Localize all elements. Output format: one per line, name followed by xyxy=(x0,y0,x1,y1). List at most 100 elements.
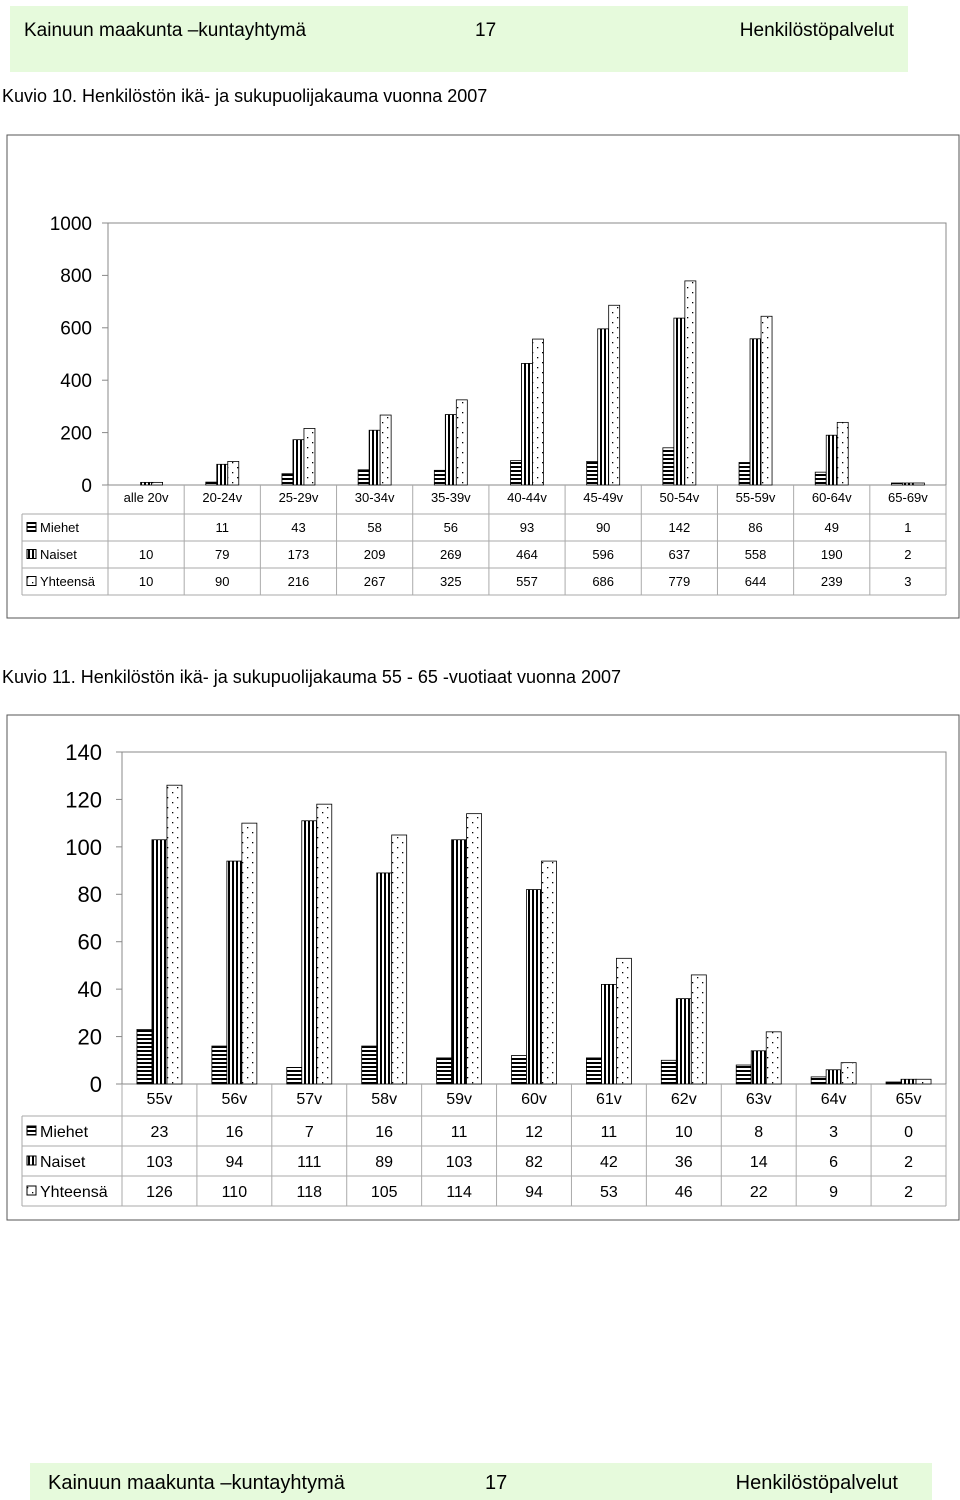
data-label-naiset: 14 xyxy=(750,1154,768,1171)
x-tick-label: 50-54v xyxy=(659,490,699,505)
data-label-miehet: 11 xyxy=(601,1124,618,1141)
bar-naiset-40-44v xyxy=(521,363,533,486)
data-label-miehet: 10 xyxy=(675,1124,693,1141)
data-label-miehet: 12 xyxy=(525,1124,543,1141)
data-label-naiset: 2 xyxy=(904,547,911,562)
data-label-miehet: 16 xyxy=(375,1124,393,1141)
bar-miehet-25-29v xyxy=(281,473,294,486)
bar-yhteens-61v xyxy=(616,957,632,1085)
y-tick-label: 120 xyxy=(65,787,102,812)
bar-naiset-60v xyxy=(526,889,542,1085)
bar-yhteens-40-44v xyxy=(532,338,544,486)
bar-naiset-55v xyxy=(151,839,168,1085)
data-label-yhteens: 10 xyxy=(139,574,153,589)
y-tick-label: 400 xyxy=(60,371,92,392)
bar-miehet-58v xyxy=(361,1045,378,1085)
bar-naiset-65-69v xyxy=(902,482,914,486)
bar-naiset-56v xyxy=(226,860,243,1085)
bar-yhteens-30-34v xyxy=(379,414,392,486)
footer-organization: Kainuun maakunta –kuntayhtymä xyxy=(48,1472,345,1494)
bar-naiset-30-34v xyxy=(368,429,381,486)
x-tick-label: 30-34v xyxy=(355,490,395,505)
bar-naiset-65v xyxy=(900,1078,917,1085)
data-label-yhteens: 267 xyxy=(364,574,386,589)
y-tick-label: 800 xyxy=(60,266,92,287)
x-tick-label: 61v xyxy=(596,1091,622,1108)
y-tick-label: 100 xyxy=(65,835,102,860)
chart-frame xyxy=(6,714,960,1221)
x-tick-label: 55v xyxy=(147,1091,173,1108)
x-tick-label: 57v xyxy=(296,1091,322,1108)
bar-yhteens-57v xyxy=(316,803,333,1085)
y-tick-label: 60 xyxy=(78,930,102,955)
data-label-miehet: 8 xyxy=(754,1124,763,1141)
bar-yhteens-50-54v xyxy=(684,280,697,486)
y-tick-label: 20 xyxy=(78,1024,102,1049)
page-header: Kainuun maakunta –kuntayhtymä 17 Henkilö… xyxy=(10,6,908,72)
data-label-naiset: 42 xyxy=(600,1154,618,1171)
data-label-naiset: 103 xyxy=(446,1154,473,1171)
bar-yhteens-60-64v xyxy=(836,421,849,486)
header-department: Henkilöstöpalvelut xyxy=(739,20,894,41)
data-label-miehet: 56 xyxy=(444,520,458,535)
bar-naiset-alle-20v xyxy=(140,481,152,486)
data-label-yhteens: 53 xyxy=(600,1184,618,1201)
x-tick-label: 35-39v xyxy=(431,490,471,505)
bar-miehet-35-39v xyxy=(433,469,446,486)
figure-10-caption: Kuvio 10. Henkilöstön ikä- ja sukupuolij… xyxy=(2,86,488,106)
bar-miehet-62v xyxy=(660,1059,677,1085)
data-label-naiset: 190 xyxy=(821,547,843,562)
page-footer: Kainuun maakunta –kuntayhtymä 17 Henkilö… xyxy=(30,1463,932,1500)
bar-miehet-60-64v xyxy=(814,471,827,486)
bar-miehet-64v xyxy=(810,1076,827,1085)
bar-miehet-55v xyxy=(136,1029,153,1085)
data-label-miehet: 58 xyxy=(367,520,381,535)
legend-key-yhteens xyxy=(26,1185,37,1196)
bar-miehet-59v xyxy=(436,1057,452,1085)
data-label-yhteens: 110 xyxy=(222,1184,248,1201)
data-label-miehet: 3 xyxy=(829,1124,838,1141)
bar-miehet-50-54v xyxy=(662,447,675,486)
data-label-miehet: 11 xyxy=(216,520,230,535)
y-tick-label: 1000 xyxy=(50,214,92,235)
data-label-naiset: 464 xyxy=(516,547,538,562)
bar-naiset-57v xyxy=(301,820,318,1085)
data-label-miehet: 86 xyxy=(748,520,762,535)
bar-miehet-61v xyxy=(586,1057,602,1085)
bar-naiset-63v xyxy=(750,1050,767,1085)
bar-miehet-60v xyxy=(511,1055,527,1085)
data-label-naiset: 111 xyxy=(297,1154,321,1171)
data-label-yhteens: 557 xyxy=(516,574,538,589)
bar-naiset-25-29v xyxy=(292,439,305,486)
legend-key-miehet xyxy=(26,522,37,532)
bar-yhteens-64v xyxy=(840,1062,857,1085)
bar-naiset-35-39v xyxy=(444,414,457,486)
bar-yhteens-55-59v xyxy=(760,315,773,486)
data-label-naiset: 209 xyxy=(364,547,386,562)
legend-key-miehet xyxy=(26,1125,37,1136)
bar-miehet-65v xyxy=(885,1081,902,1085)
chart-frame xyxy=(6,134,960,619)
x-tick-label: 59v xyxy=(446,1091,472,1108)
x-tick-label: 58v xyxy=(371,1091,397,1108)
bar-yhteens-20-24v xyxy=(227,461,240,486)
y-tick-label: 200 xyxy=(60,423,92,444)
x-tick-label: 56v xyxy=(221,1091,247,1108)
data-label-miehet: 16 xyxy=(225,1124,243,1141)
bar-miehet-40-44v xyxy=(510,460,522,486)
data-label-yhteens: 325 xyxy=(440,574,462,589)
bar-yhteens-35-39v xyxy=(455,399,468,486)
bar-miehet-57v xyxy=(286,1066,303,1085)
bar-yhteens-59v xyxy=(466,813,482,1085)
data-label-yhteens: 686 xyxy=(592,574,614,589)
bar-yhteens-65v xyxy=(915,1078,932,1085)
bar-yhteens-45-49v xyxy=(608,304,621,486)
data-label-miehet: 0 xyxy=(904,1124,913,1141)
bar-naiset-61v xyxy=(601,983,617,1085)
bar-miehet-45-49v xyxy=(586,461,599,486)
legend-label-naiset: Naiset xyxy=(40,1154,86,1171)
x-tick-label: 60v xyxy=(521,1091,547,1108)
data-label-yhteens: 114 xyxy=(446,1184,472,1201)
data-label-naiset: 558 xyxy=(745,547,767,562)
x-tick-label: 64v xyxy=(821,1091,847,1108)
